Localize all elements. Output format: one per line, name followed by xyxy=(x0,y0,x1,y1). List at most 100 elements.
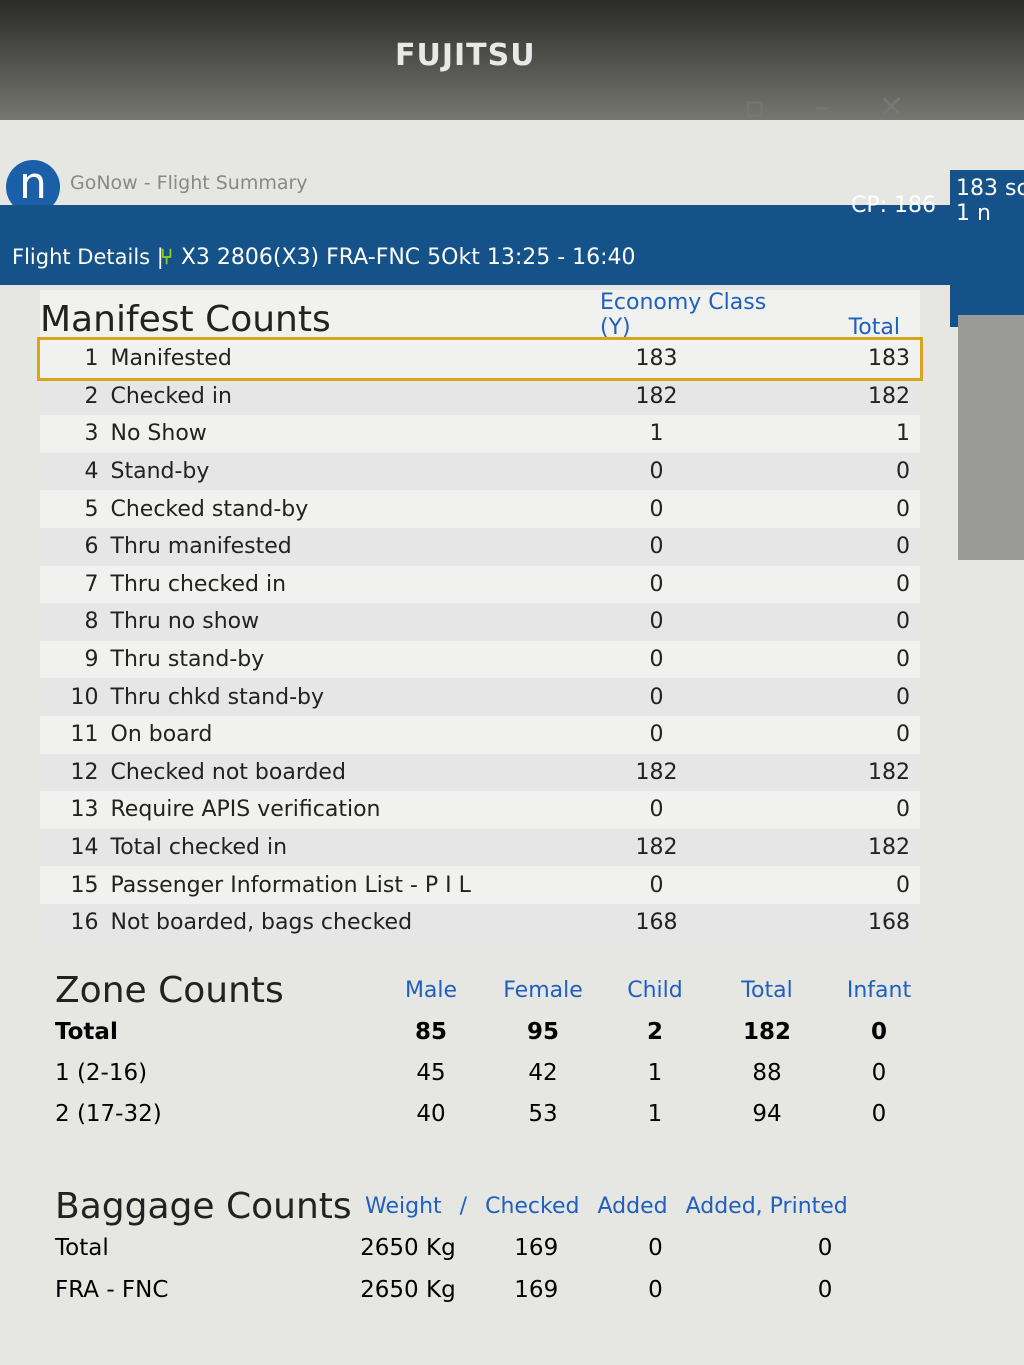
baggage-weight: 2650 Kg xyxy=(360,1235,456,1261)
flight-info: ⑂ X3 2806(X3) FRA-FNC 5Okt 13:25 - 16:40 xyxy=(160,245,636,270)
baggage-section: Baggage Counts Weight / Checked Added Added, … xyxy=(55,1185,935,1311)
zone-value: 95 xyxy=(526,1018,559,1045)
zone-section: Zone Counts Male Female Child Total Infant To… xyxy=(55,970,935,1134)
cell-n: 16 xyxy=(70,910,99,936)
cell-n: 9 xyxy=(84,647,99,673)
cell-economy: 182 xyxy=(635,383,678,409)
zone-header: Male xyxy=(404,978,458,1003)
table-row[interactable]: 6 Thru manifested 0 0 xyxy=(40,527,920,566)
zone-label: 2 (17-32) xyxy=(55,1100,162,1127)
flight-bar: Flight Details | ⑂ X3 2806(X3) FRA-FNC 5… xyxy=(0,193,950,285)
table-row[interactable]: 11 On board 0 0 xyxy=(40,716,920,754)
baggage-row: FRA - FNC 2650 Kg 169 0 0 xyxy=(55,1269,935,1311)
cell-total: 0 xyxy=(896,609,910,635)
table-row[interactable]: 14 Total checked in 182 182 xyxy=(40,828,920,867)
cell-label: Thru no show xyxy=(110,609,260,635)
zone-value: 53 xyxy=(528,1100,558,1127)
cell-n: 4 xyxy=(84,459,99,485)
cell-total: 182 xyxy=(868,835,910,861)
zone-row: 1 (2-16) 45 42 1 88 0 xyxy=(55,1052,935,1093)
cell-economy: 0 xyxy=(649,459,664,485)
cell-n: 15 xyxy=(70,872,99,898)
table-row[interactable]: 4 Stand-by 0 0 xyxy=(40,452,920,491)
table-row[interactable]: 1 Manifested 183 183 xyxy=(37,337,923,381)
manifest-section: Manifest Counts Economy Class (Y) Total … xyxy=(37,290,923,942)
baggage-label: Total xyxy=(55,1235,109,1261)
cell-economy: 0 xyxy=(649,872,664,898)
zone-row: 2 (17-32) 40 53 1 94 0 xyxy=(55,1093,935,1134)
baggage-header: / xyxy=(459,1193,468,1219)
cell-economy: 182 xyxy=(635,835,678,861)
table-row[interactable]: 5 Checked stand-by 0 0 xyxy=(40,490,920,528)
cell-total: 0 xyxy=(896,647,910,673)
baggage-row: Total 2650 Kg 169 0 0 xyxy=(55,1227,935,1269)
cell-label: Manifested xyxy=(110,346,232,372)
table-row[interactable]: 12 Checked not boarded 182 182 xyxy=(40,753,920,792)
zone-value: 1 xyxy=(647,1059,663,1086)
side-line: 183 sc xyxy=(956,176,1024,201)
cell-label: Checked stand-by xyxy=(110,496,309,522)
cell-n: 8 xyxy=(84,609,99,635)
cell-label: Checked in xyxy=(110,383,232,409)
cell-label: No Show xyxy=(110,421,207,447)
seat-icon: ⑂ xyxy=(160,245,181,270)
cell-economy: 183 xyxy=(635,346,678,372)
baggage-checked: 169 xyxy=(514,1235,559,1261)
cell-total: 182 xyxy=(868,759,910,785)
cell-total: 0 xyxy=(896,872,910,898)
cell-total: 183 xyxy=(868,346,910,372)
flight-text: X3 2806(X3) FRA-FNC 5Okt 13:25 - 16:40 xyxy=(180,245,636,270)
zone-value: 40 xyxy=(416,1100,446,1127)
cell-total: 0 xyxy=(896,571,910,597)
cell-total: 182 xyxy=(868,383,910,409)
table-row[interactable]: 2 Checked in 182 182 xyxy=(40,377,920,416)
cell-total: 0 xyxy=(896,534,910,560)
cell-label: Thru stand-by xyxy=(110,647,265,673)
manifest-title: Manifest Counts xyxy=(40,299,331,340)
zone-value: 1 xyxy=(647,1100,663,1127)
flight-details-link[interactable]: Flight Details | xyxy=(12,245,164,269)
zone-header: Child xyxy=(627,978,683,1003)
brand-logo: FUJITSU xyxy=(395,38,536,73)
table-row[interactable]: 15 Passenger Information List - P I L 0 0 xyxy=(40,866,920,904)
zone-header: Infant xyxy=(846,978,912,1003)
cell-n: 13 xyxy=(70,797,99,823)
baggage-printed: 0 xyxy=(817,1277,833,1303)
cell-label: On board xyxy=(110,722,213,748)
cell-economy: 0 xyxy=(649,534,664,560)
side-panel: 183 sc 1 n xyxy=(950,170,1024,327)
table-row[interactable]: 3 No Show 1 1 xyxy=(40,415,920,453)
cell-label: Thru manifested xyxy=(110,534,292,560)
cell-total: 0 xyxy=(896,797,910,823)
baggage-title: Baggage Counts xyxy=(55,1185,352,1227)
zone-header: Total xyxy=(741,978,793,1003)
cell-label: Checked not boarded xyxy=(110,759,346,785)
cell-economy: 0 xyxy=(649,684,664,710)
table-row[interactable]: 8 Thru no show 0 0 xyxy=(40,603,920,641)
window-controls[interactable]: ▫ – ✕ xyxy=(744,90,924,125)
zone-value: 42 xyxy=(528,1059,558,1086)
baggage-header: Weight xyxy=(365,1193,442,1219)
cell-label: Stand-by xyxy=(110,459,210,485)
table-row[interactable]: 10 Thru chkd stand-by 0 0 xyxy=(40,678,920,716)
cell-n: 14 xyxy=(70,835,99,861)
zone-value: 88 xyxy=(752,1059,782,1086)
window-title: GoNow - Flight Summary xyxy=(70,172,308,194)
zone-label: Total xyxy=(55,1018,118,1045)
table-row[interactable]: 7 Thru checked in 0 0 xyxy=(40,566,920,604)
table-row[interactable]: 13 Require APIS verification 0 0 xyxy=(40,791,920,829)
cell-economy: 0 xyxy=(649,647,664,673)
cell-n: 12 xyxy=(70,759,99,785)
table-row[interactable]: 9 Thru stand-by 0 0 xyxy=(40,641,920,679)
cell-total: 0 xyxy=(896,684,910,710)
table-row[interactable]: 16 Not boarded, bags checked 168 168 xyxy=(40,903,920,942)
cell-total: 0 xyxy=(896,722,910,748)
cell-n: 1 xyxy=(84,346,99,372)
baggage-checked: 169 xyxy=(514,1277,559,1303)
cell-economy: 1 xyxy=(649,421,664,447)
zone-value: 94 xyxy=(752,1100,782,1127)
cell-label: Thru checked in xyxy=(110,571,287,597)
cell-n: 5 xyxy=(84,496,99,522)
baggage-header: Checked xyxy=(485,1193,580,1219)
baggage-header: Added xyxy=(597,1193,668,1219)
